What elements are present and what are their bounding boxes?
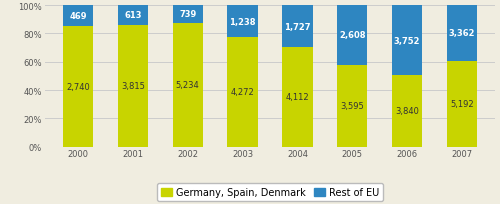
Bar bbox=[447, 6, 477, 61]
Text: 2,608: 2,608 bbox=[339, 31, 365, 40]
Text: 3,752: 3,752 bbox=[394, 37, 420, 45]
Legend: Germany, Spain, Denmark, Rest of EU: Germany, Spain, Denmark, Rest of EU bbox=[156, 183, 384, 201]
Bar bbox=[447, 61, 477, 147]
Text: 5,234: 5,234 bbox=[176, 81, 200, 90]
Text: 4,272: 4,272 bbox=[230, 88, 254, 97]
Bar bbox=[282, 6, 312, 48]
Text: 3,595: 3,595 bbox=[340, 102, 364, 111]
Bar bbox=[337, 6, 368, 65]
Bar bbox=[172, 6, 203, 23]
Text: 4,112: 4,112 bbox=[286, 93, 310, 102]
Bar bbox=[172, 23, 203, 147]
Bar bbox=[337, 65, 368, 147]
Bar bbox=[228, 38, 258, 147]
Bar bbox=[63, 6, 93, 27]
Bar bbox=[282, 48, 312, 147]
Text: 613: 613 bbox=[124, 11, 142, 20]
Text: 1,238: 1,238 bbox=[230, 18, 256, 26]
Text: 2,740: 2,740 bbox=[66, 82, 90, 91]
Text: 3,840: 3,840 bbox=[396, 107, 419, 116]
Text: 1,727: 1,727 bbox=[284, 22, 310, 31]
Bar bbox=[392, 76, 422, 147]
Bar bbox=[392, 6, 422, 76]
Bar bbox=[118, 26, 148, 147]
Bar bbox=[118, 6, 148, 26]
Text: 5,192: 5,192 bbox=[450, 100, 474, 109]
Bar bbox=[63, 27, 93, 147]
Text: 739: 739 bbox=[179, 10, 196, 19]
Text: 469: 469 bbox=[69, 12, 86, 21]
Text: 3,815: 3,815 bbox=[121, 82, 144, 91]
Text: 3,362: 3,362 bbox=[449, 29, 475, 38]
Bar bbox=[228, 6, 258, 38]
